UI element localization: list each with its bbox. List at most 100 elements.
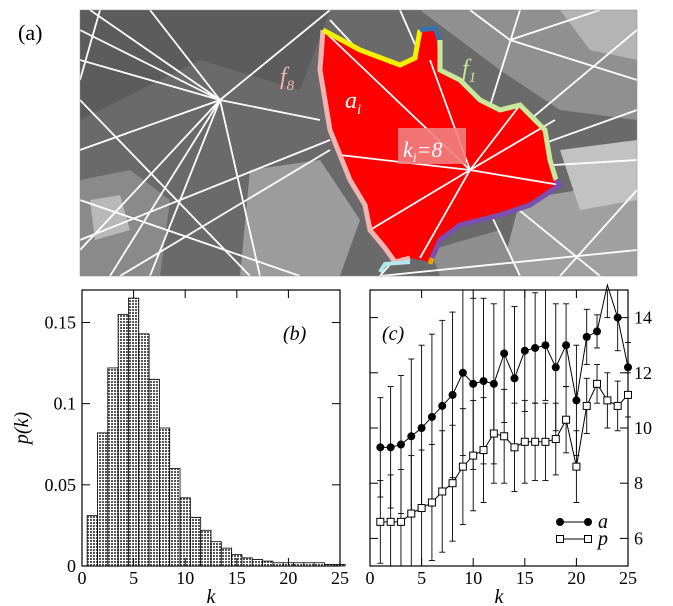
y-tick-label: 0.05 bbox=[45, 475, 77, 495]
panel-b-ylabel: p(k) bbox=[11, 412, 33, 447]
boundary-yellow bbox=[321, 27, 423, 68]
f1-label: f1 bbox=[462, 56, 476, 86]
x-tick-label: 15 bbox=[228, 568, 246, 588]
x-tick-label: 10 bbox=[464, 568, 482, 588]
point-a bbox=[427, 412, 436, 421]
point-p bbox=[489, 429, 498, 438]
panel-c-xlabel: k bbox=[495, 586, 505, 606]
point-p bbox=[396, 517, 405, 526]
point-a bbox=[510, 374, 519, 383]
boundary-cyan bbox=[378, 260, 411, 274]
background-region bbox=[240, 160, 360, 276]
legend-marker bbox=[556, 535, 564, 543]
point-a bbox=[551, 363, 560, 372]
point-p bbox=[593, 379, 602, 388]
legend-marker bbox=[584, 518, 592, 526]
point-a bbox=[624, 363, 632, 372]
boundary-blue bbox=[419, 25, 443, 41]
panel-b-chart: 0 5 10 15 20 25 0 0.05 0.1 0.15 (b) k p(k) bbox=[11, 289, 349, 606]
bar bbox=[86, 515, 98, 567]
point-p bbox=[572, 462, 581, 471]
y-tick-label: 12 bbox=[634, 363, 652, 383]
background-region bbox=[560, 10, 637, 60]
boundary-orange bbox=[427, 257, 435, 265]
point-a bbox=[386, 443, 395, 452]
point-a bbox=[613, 313, 622, 322]
point-p bbox=[448, 479, 457, 488]
point-p bbox=[520, 437, 529, 446]
x-tick-label: 20 bbox=[279, 568, 297, 588]
point-p bbox=[624, 390, 632, 399]
y-tick-label: 8 bbox=[634, 473, 643, 493]
bar bbox=[210, 541, 222, 567]
point-p bbox=[376, 517, 385, 526]
legend-entry: p bbox=[596, 528, 608, 550]
bar bbox=[158, 427, 171, 567]
point-p bbox=[541, 437, 550, 446]
point-a bbox=[489, 379, 498, 388]
x-tick-label: 25 bbox=[619, 568, 637, 588]
bar bbox=[169, 468, 181, 567]
bar bbox=[293, 562, 305, 567]
bar bbox=[200, 529, 212, 567]
point-p bbox=[603, 396, 612, 405]
point-a bbox=[469, 379, 478, 388]
bar bbox=[220, 547, 233, 567]
point-a bbox=[500, 349, 509, 358]
point-p bbox=[582, 401, 591, 410]
panel-b-xlabel: k bbox=[207, 586, 217, 606]
point-p bbox=[613, 401, 622, 410]
x-tick-label: 10 bbox=[176, 568, 194, 588]
series-markers bbox=[376, 313, 632, 526]
point-a bbox=[562, 341, 571, 350]
panel-a-image bbox=[80, 10, 637, 276]
face-label: ai bbox=[345, 88, 361, 118]
boundary-f1 bbox=[437, 40, 559, 181]
y-tick-label: 14 bbox=[634, 308, 652, 328]
y-tick-label: 10 bbox=[634, 418, 652, 438]
x-tick-label: 5 bbox=[129, 568, 138, 588]
bar bbox=[189, 516, 202, 567]
point-p bbox=[531, 437, 540, 446]
bar bbox=[272, 562, 284, 567]
point-a bbox=[531, 343, 540, 352]
background-region bbox=[80, 10, 330, 120]
degree-label: ki=8 bbox=[403, 137, 443, 166]
bar bbox=[148, 378, 160, 567]
point-p bbox=[407, 509, 416, 518]
y-tick-label: 0.1 bbox=[54, 394, 77, 414]
x-tick-label: 20 bbox=[567, 568, 585, 588]
bars bbox=[86, 297, 346, 567]
point-p bbox=[427, 498, 436, 507]
boundary-purple bbox=[429, 178, 564, 260]
panel-c-chart: 0 5 10 15 20 25 6 8 10 12 14 (c) k ap bbox=[366, 283, 652, 606]
bar bbox=[107, 367, 119, 567]
point-a bbox=[417, 424, 426, 432]
point-p bbox=[469, 451, 478, 460]
bar bbox=[138, 333, 150, 567]
point-p bbox=[500, 432, 509, 441]
x-tick-label: 0 bbox=[78, 568, 87, 588]
point-p bbox=[458, 462, 467, 471]
point-a bbox=[582, 332, 591, 341]
legend-entry: a bbox=[598, 511, 608, 533]
bar bbox=[241, 557, 253, 567]
point-a bbox=[448, 390, 457, 399]
point-a bbox=[396, 440, 405, 449]
point-a bbox=[593, 327, 602, 336]
y-tick-label: 0 bbox=[67, 556, 76, 576]
point-p bbox=[386, 517, 395, 526]
panel-a-annotations: ai ki=8 f8 f1 bbox=[280, 56, 476, 166]
x-tick-label: 15 bbox=[516, 568, 534, 588]
point-p bbox=[562, 415, 571, 424]
y-tick-label: 0.15 bbox=[45, 312, 77, 332]
point-p bbox=[551, 435, 560, 444]
x-tick-label: 0 bbox=[366, 568, 375, 588]
error-bars bbox=[377, 289, 631, 567]
x-tick-label: 5 bbox=[417, 568, 426, 588]
point-p bbox=[479, 446, 488, 455]
point-a bbox=[458, 368, 467, 377]
degree-label-box bbox=[398, 128, 466, 164]
bar bbox=[97, 432, 109, 567]
